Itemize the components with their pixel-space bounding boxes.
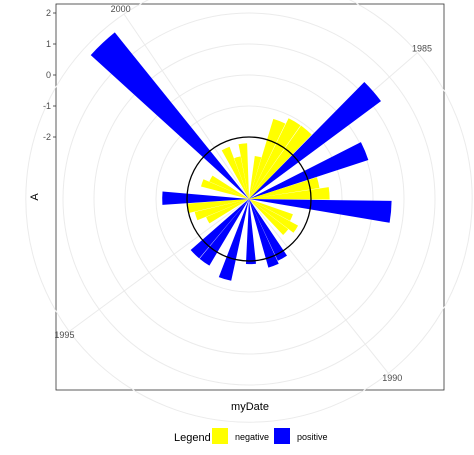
x-tick-label: 1985 [412,44,432,54]
bar-positive [249,199,288,261]
bar-negative [209,175,249,199]
y-tick-label: -1 [43,101,51,111]
grid-circle-outer [25,0,473,423]
y-tick-label: 1 [46,39,51,49]
bar-negative [249,199,293,221]
x-tick-label: 2000 [111,4,131,14]
bar-negative [221,146,249,199]
grid-spoke [68,198,250,332]
grid-circle [124,74,374,324]
reference-layer [186,136,312,262]
bar-negative [187,199,249,214]
bar-negative [249,155,262,199]
legend: Legend negative positive [174,428,328,444]
bar-negative [200,179,249,199]
bar-layer [90,32,392,281]
bar-negative [249,199,289,235]
grid-circle [62,12,436,386]
legend-swatch-negative [212,428,228,444]
bar-negative [249,187,330,200]
legend-label-negative: negative [235,432,269,442]
legend-swatch-positive [274,428,290,444]
bar-negative [249,177,320,199]
grid-spoke [123,13,250,200]
bar-negative [206,199,249,224]
bar-negative [234,156,249,199]
x-axis-title: myDate [231,401,269,413]
bar-positive [249,199,392,223]
bar-positive [162,191,249,205]
bar-negative [249,199,299,233]
y-tick-label: 2 [46,8,51,18]
legend-title: Legend [174,432,211,444]
grid-spoke [248,198,389,374]
bar-positive [90,32,249,199]
y-axis-title: A [29,193,41,201]
bar-positive [218,199,249,281]
bar-positive [249,81,381,199]
grid-circle [155,105,343,293]
bar-positive [249,142,369,199]
bar-negative [249,125,312,199]
x-tick-label: 1995 [54,330,74,340]
bar-negative [194,199,249,221]
grid-circle [93,43,405,355]
y-tick-label: -2 [43,132,51,142]
bar-negative [238,143,249,199]
tick-layer: 2 1 0 -1 -2 1985 1990 1995 2000 [43,4,432,383]
bar-positive [249,199,279,268]
bar-negative [249,118,286,199]
x-tick-label: 1990 [382,373,402,383]
reference-circle [186,136,312,262]
y-tick-label: 0 [46,70,51,80]
bar-negative [249,118,301,199]
bar-positive [245,199,257,265]
legend-label-positive: positive [297,432,328,442]
